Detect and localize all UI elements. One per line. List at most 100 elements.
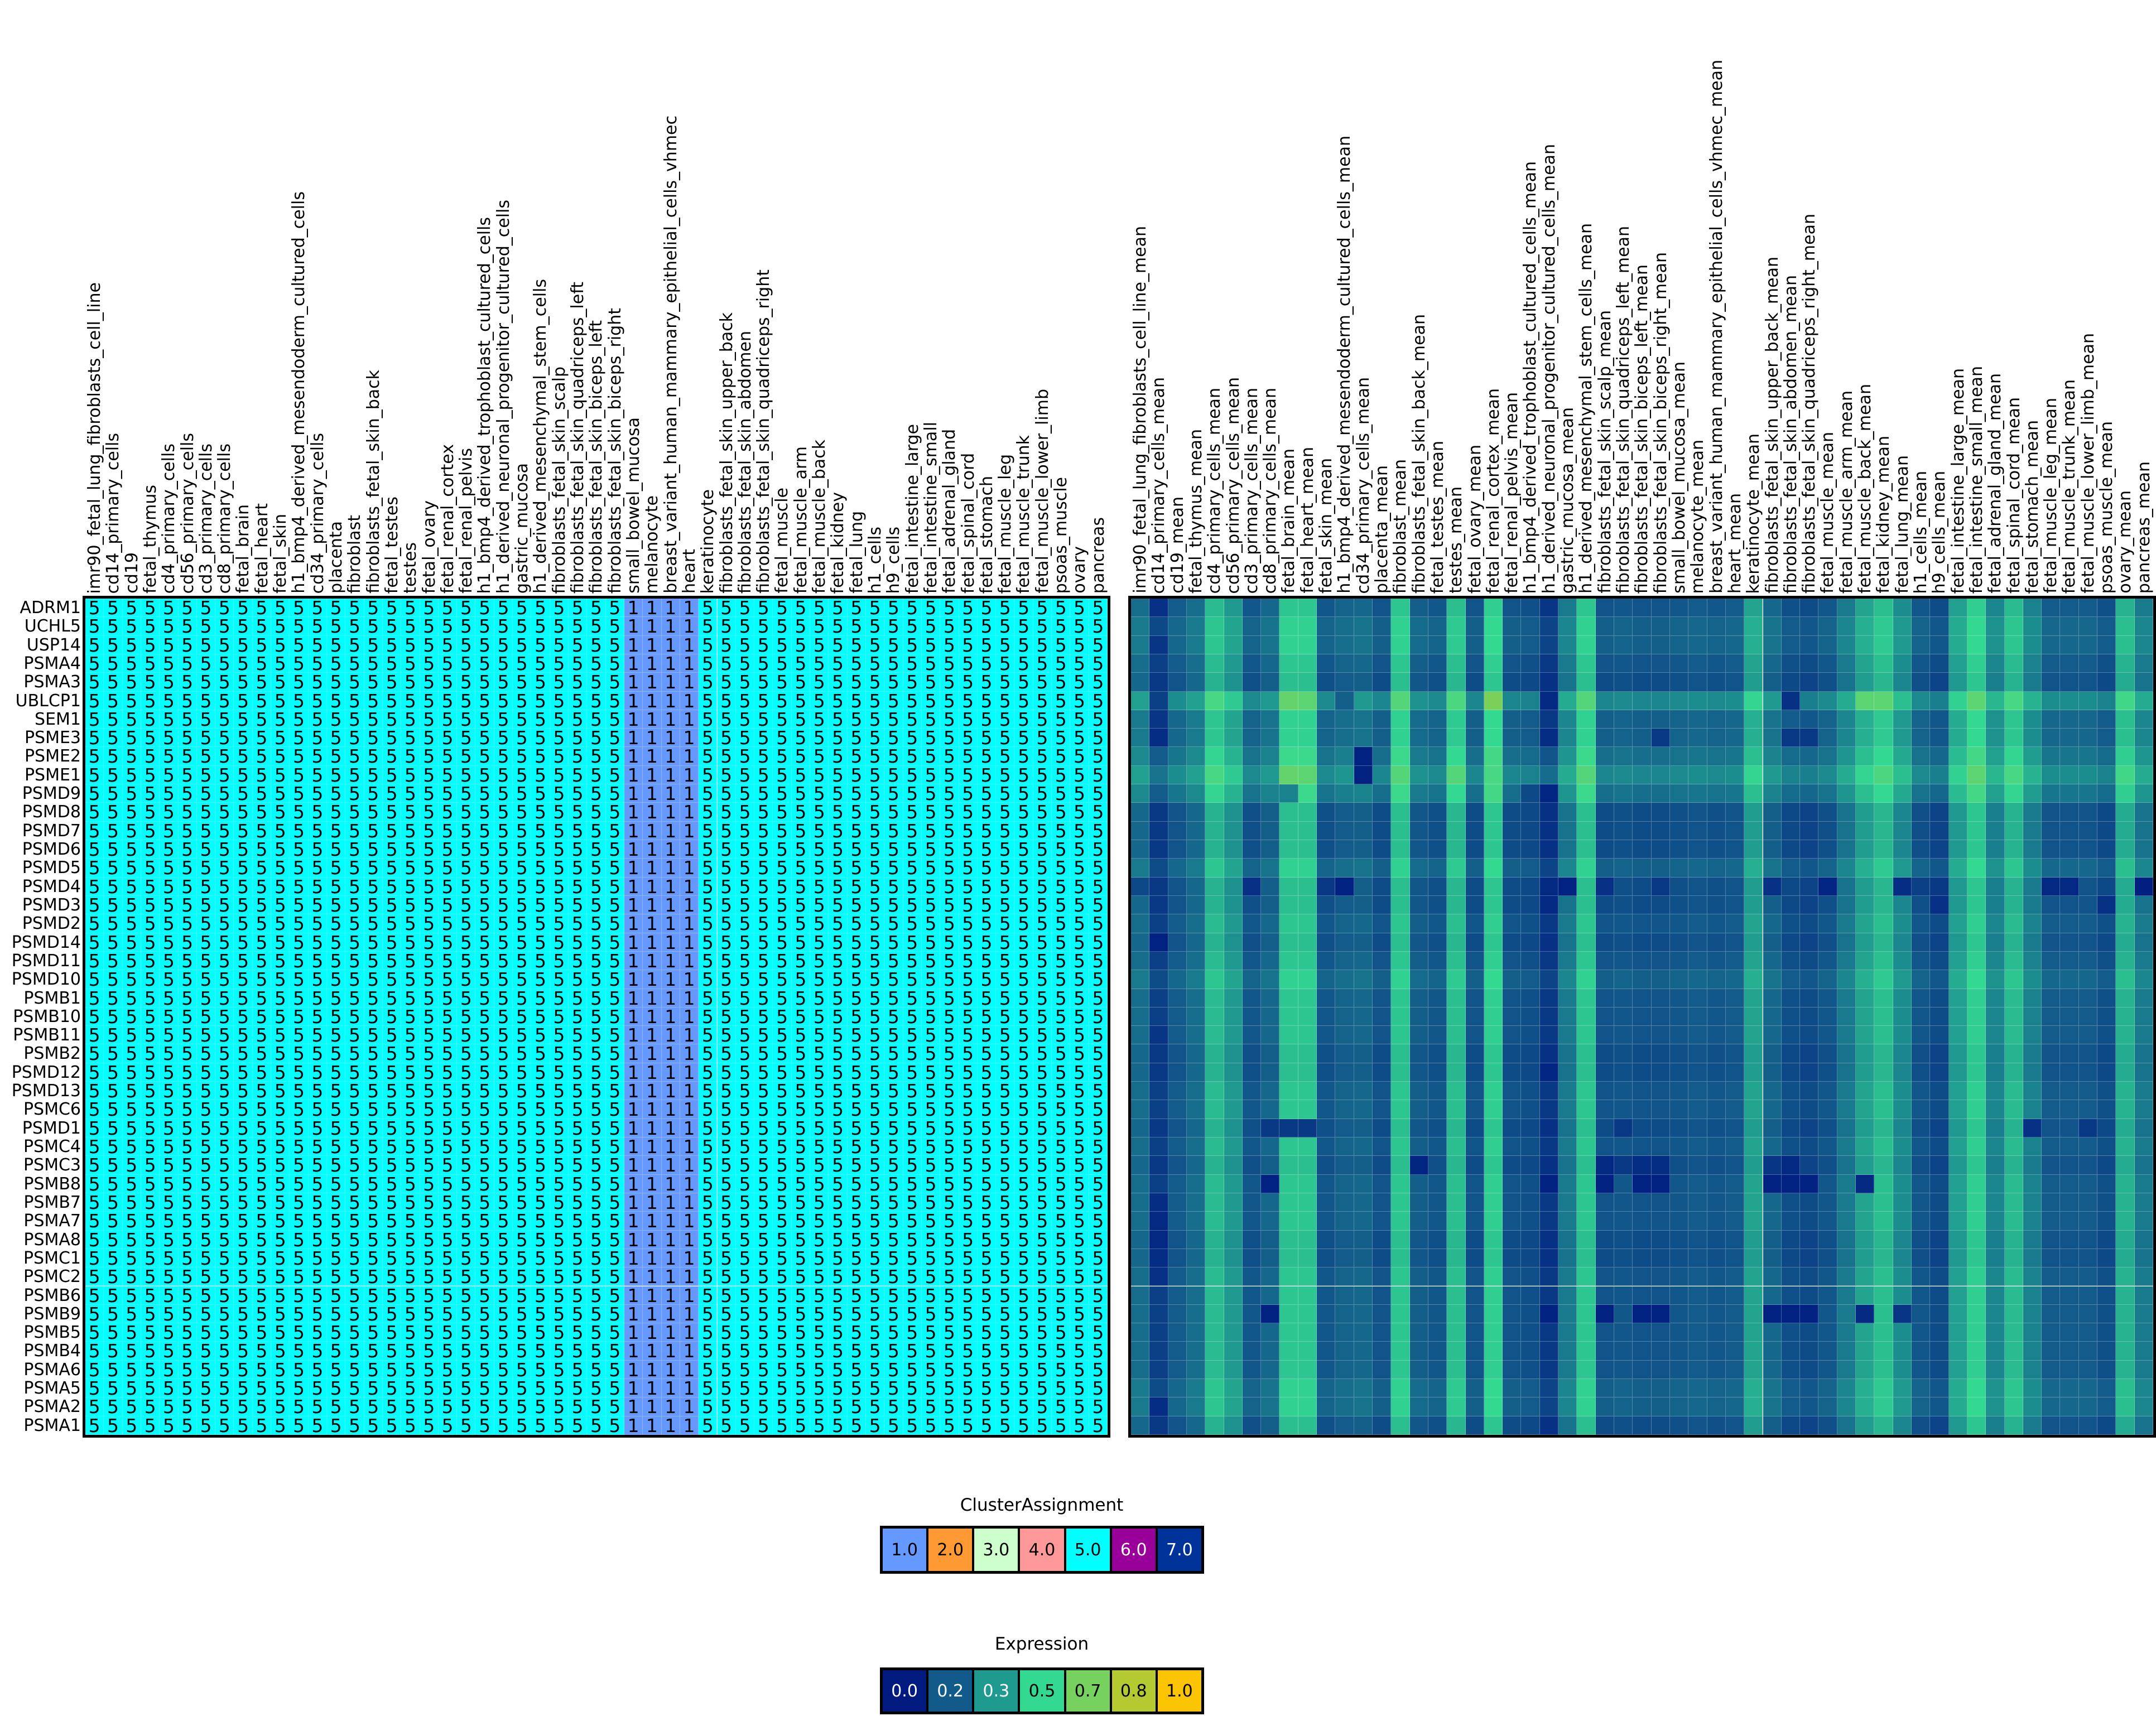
cluster-cell: 5 bbox=[569, 654, 588, 673]
expression-cell bbox=[1317, 729, 1336, 748]
expression-cell bbox=[1484, 1360, 1503, 1380]
cluster-cell: 5 bbox=[327, 1082, 346, 1101]
cluster-cell: 1 bbox=[624, 1063, 643, 1082]
cluster-cell: 5 bbox=[122, 878, 141, 896]
expression-cell bbox=[1279, 1026, 1298, 1045]
expression-cell bbox=[1986, 765, 2005, 785]
cluster-cell: 5 bbox=[178, 747, 197, 766]
cluster-cell: 5 bbox=[847, 859, 866, 878]
cluster-cell: 5 bbox=[513, 1249, 532, 1268]
cluster-cell: 5 bbox=[141, 747, 160, 766]
cluster-cell: 5 bbox=[735, 1416, 755, 1435]
cluster-cell: 5 bbox=[104, 1416, 123, 1435]
expression-cell bbox=[1707, 673, 1726, 692]
cluster-cell: 5 bbox=[290, 1361, 309, 1380]
cluster-cell: 5 bbox=[252, 1063, 272, 1082]
expression-cell bbox=[1800, 1193, 1819, 1212]
cluster-cell: 1 bbox=[680, 1323, 699, 1342]
cluster-cell: 5 bbox=[178, 822, 197, 841]
expression-cell bbox=[1707, 710, 1726, 729]
cluster-cell: 5 bbox=[271, 710, 290, 729]
cluster-cell: 5 bbox=[215, 896, 234, 915]
expression-cell bbox=[1131, 1379, 1150, 1398]
cluster-cell: 5 bbox=[513, 896, 532, 915]
expression-cell bbox=[1763, 1249, 1782, 1268]
cluster-cell: 5 bbox=[457, 840, 476, 859]
expression-cell bbox=[1558, 840, 1577, 859]
expression-cell bbox=[1818, 635, 1837, 654]
cluster-cell: 5 bbox=[550, 1416, 569, 1435]
cluster-cell: 1 bbox=[624, 710, 643, 729]
expression-cell bbox=[1837, 821, 1856, 841]
cluster-cell: 5 bbox=[327, 1026, 346, 1045]
expression-cell bbox=[1224, 803, 1243, 822]
cluster-cell: 1 bbox=[624, 729, 643, 748]
cluster-cell: 5 bbox=[977, 747, 997, 766]
cluster-cell: 5 bbox=[699, 914, 718, 933]
column-label: fetal_testes_mean bbox=[1428, 441, 1447, 594]
expression-cell bbox=[1521, 1137, 1540, 1156]
cluster-cell: 5 bbox=[1052, 710, 1071, 729]
cluster-cell: 5 bbox=[735, 1361, 755, 1380]
cluster-cell: 5 bbox=[494, 933, 513, 952]
cluster-cell: 1 bbox=[680, 1230, 699, 1249]
expression-cell bbox=[1614, 1156, 1633, 1175]
expression-cell bbox=[1818, 1212, 1837, 1231]
expression-cell bbox=[1651, 654, 1670, 673]
expression-cell bbox=[1409, 1304, 1428, 1324]
expression-cell bbox=[2097, 1342, 2116, 1361]
expression-cell bbox=[1837, 654, 1856, 673]
expression-cell bbox=[1409, 1267, 1428, 1286]
expression-cell bbox=[1539, 635, 1559, 654]
expression-cell bbox=[2042, 1286, 2061, 1305]
column-label: h1_bmp4_derived_trophoblast_cultured_cel… bbox=[475, 217, 494, 594]
cluster-cell: 5 bbox=[996, 1397, 1015, 1416]
cluster-cell: 1 bbox=[643, 1100, 662, 1119]
expression-cell bbox=[1168, 1026, 1187, 1045]
expression-cell bbox=[1298, 691, 1317, 710]
expression-cell bbox=[1577, 1044, 1596, 1063]
expression-cell bbox=[1818, 1007, 1837, 1026]
expression-cell bbox=[2060, 951, 2079, 971]
cluster-cell: 5 bbox=[122, 729, 141, 748]
cluster-cell: 5 bbox=[234, 1305, 253, 1324]
cluster-cell: 5 bbox=[457, 1156, 476, 1175]
expression-cell bbox=[1874, 1360, 1893, 1380]
cluster-cell: 5 bbox=[605, 1249, 624, 1268]
cluster-cell: 5 bbox=[1070, 1063, 1089, 1082]
cluster-cell: 5 bbox=[717, 1342, 736, 1361]
cluster-cell: 5 bbox=[475, 1174, 494, 1193]
cluster-cell: 5 bbox=[1052, 896, 1071, 915]
expression-cell bbox=[1335, 877, 1354, 896]
cluster-cell: 5 bbox=[457, 1212, 476, 1231]
cluster-cell: 5 bbox=[959, 729, 978, 748]
expression-cell bbox=[1186, 859, 1206, 878]
cluster-cell: 1 bbox=[643, 1193, 662, 1212]
cluster-cell: 5 bbox=[1089, 1249, 1108, 1268]
cluster-cell: 5 bbox=[940, 1379, 959, 1398]
expression-cell bbox=[1856, 710, 1875, 729]
cluster-cell: 5 bbox=[791, 1249, 811, 1268]
expression-cell bbox=[1558, 1119, 1577, 1137]
expression-cell bbox=[1856, 1063, 1875, 1082]
expression-cell bbox=[1967, 747, 1986, 766]
cluster-cell: 5 bbox=[754, 1230, 773, 1249]
cluster-cell: 5 bbox=[234, 1267, 253, 1286]
cluster-cell: 5 bbox=[513, 635, 532, 654]
expression-cell bbox=[1633, 617, 1652, 636]
expression-cell bbox=[1669, 1119, 1689, 1137]
expression-cell bbox=[2023, 1137, 2042, 1156]
expression-cell bbox=[1633, 933, 1652, 952]
cluster-cell: 5 bbox=[587, 599, 606, 618]
expression-cell bbox=[1800, 729, 1819, 748]
cluster-cell: 5 bbox=[791, 784, 811, 803]
expression-cell bbox=[1149, 635, 1168, 654]
expression-cell bbox=[1707, 933, 1726, 952]
cluster-cell: 5 bbox=[717, 1119, 736, 1137]
expression-cell bbox=[2097, 1007, 2116, 1026]
expression-cell bbox=[1948, 1304, 1967, 1324]
cluster-cell: 5 bbox=[141, 1379, 160, 1398]
cluster-cell: 5 bbox=[754, 1416, 773, 1435]
cluster-cell: 5 bbox=[290, 1230, 309, 1249]
expression-cell bbox=[2004, 1007, 2023, 1026]
